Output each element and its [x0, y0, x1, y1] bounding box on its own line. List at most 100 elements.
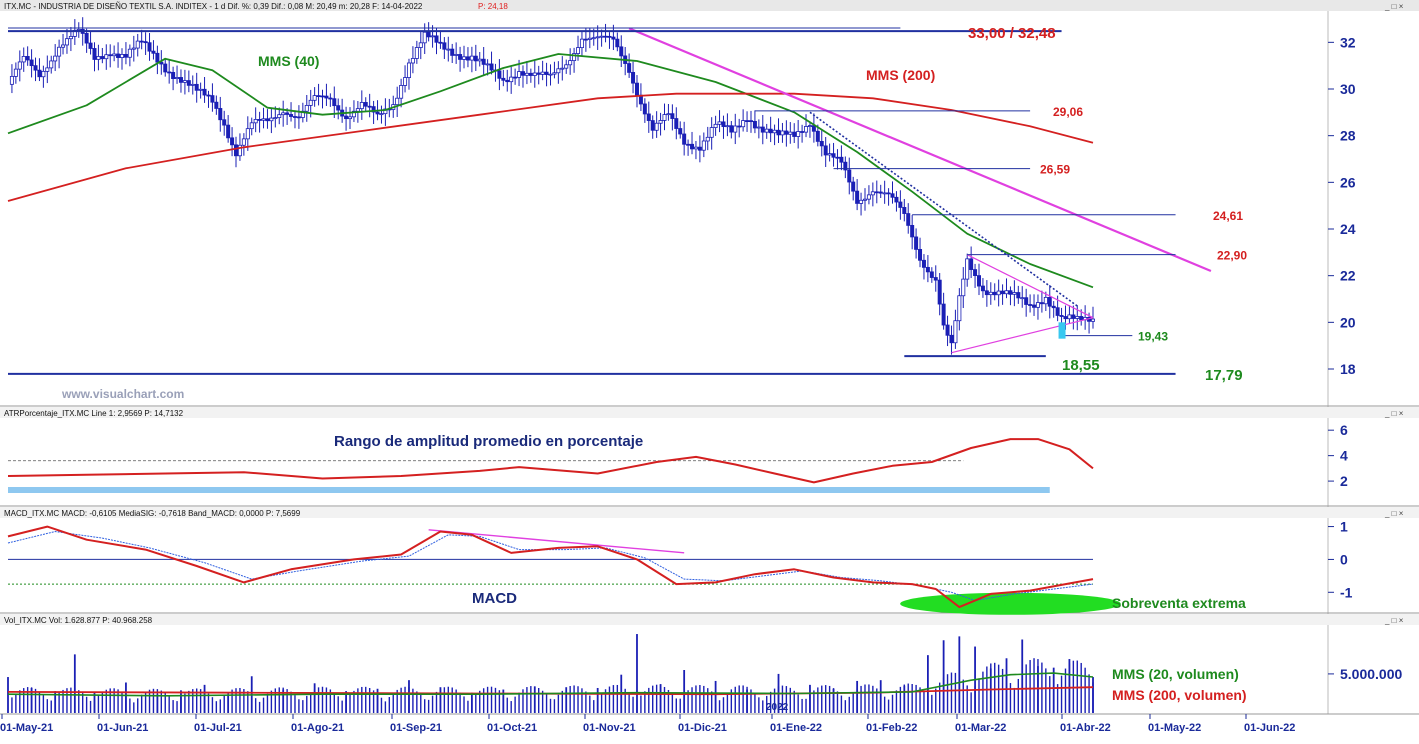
candle-body [748, 120, 753, 123]
price-y-tick-label: 24 [1340, 221, 1356, 237]
candle [623, 47, 628, 76]
candle-body [568, 60, 573, 66]
trendline-solid [628, 27, 1212, 273]
candle [414, 40, 419, 64]
candle [1004, 278, 1009, 299]
candle [230, 127, 235, 157]
candle-body [674, 118, 679, 129]
candle [603, 23, 608, 43]
candle [988, 282, 993, 305]
candle-body [320, 95, 325, 98]
candle-body [296, 116, 301, 119]
candle [894, 191, 899, 212]
candle [874, 180, 879, 204]
candle [804, 114, 809, 138]
candle [108, 44, 113, 68]
candle-body [359, 102, 364, 110]
candle-body [304, 105, 309, 112]
level-label: 18,55 [1062, 357, 1100, 374]
candle-body [540, 71, 545, 75]
price-y-tick-label: 20 [1340, 314, 1356, 330]
candle [631, 61, 636, 94]
candle-body [961, 278, 966, 297]
candle-body [159, 61, 164, 65]
atr-line [7, 438, 1094, 484]
candle-body [344, 115, 349, 120]
candle-body [784, 130, 789, 135]
candle [619, 35, 624, 68]
candle-body [870, 191, 875, 196]
candle-body [1071, 314, 1076, 319]
candle-body [202, 88, 207, 96]
candle-body [88, 42, 93, 49]
candle [898, 190, 903, 220]
candle-body [509, 76, 514, 83]
candle [957, 288, 962, 331]
candle [717, 110, 722, 133]
trendline-triangle-upper [966, 254, 1094, 319]
candle [312, 87, 317, 107]
candle [289, 102, 294, 122]
candle [670, 104, 675, 131]
candle-body [945, 324, 950, 336]
candle [611, 24, 616, 51]
candle [344, 106, 349, 131]
candle [33, 57, 38, 82]
x-tick-label: 01-Jun-21 [97, 722, 148, 734]
candle [123, 42, 128, 65]
candle-body [96, 56, 101, 60]
candle [556, 61, 561, 84]
candle-body [497, 70, 502, 79]
candle [548, 64, 553, 86]
candle [807, 121, 812, 138]
candle [745, 111, 750, 132]
candle-body [855, 190, 860, 204]
atr-y-tick-label: 6 [1340, 422, 1348, 438]
candle-body [363, 102, 368, 107]
candle-body [682, 133, 687, 145]
candle [1083, 305, 1088, 330]
candle-body [1075, 316, 1080, 319]
candle [811, 113, 816, 143]
candle-body [25, 56, 30, 61]
candle-body [878, 191, 883, 194]
candle-body [446, 48, 451, 51]
candle-body [450, 48, 455, 56]
candle [709, 117, 714, 150]
candle-body [992, 291, 997, 296]
candle [178, 69, 183, 93]
candle-body [328, 97, 333, 100]
candle-body [717, 121, 722, 125]
candle [933, 265, 938, 292]
candle [941, 292, 946, 330]
candle [513, 68, 518, 85]
candle [292, 110, 297, 129]
atr-window-controls[interactable]: _ □ × [1384, 409, 1404, 418]
candle-body [729, 125, 734, 133]
candle-body [403, 77, 408, 86]
candle-body [120, 54, 125, 58]
candle [560, 56, 565, 81]
candle [1016, 285, 1021, 304]
candle-body [823, 145, 828, 156]
candle [843, 156, 848, 179]
candle-body [914, 236, 919, 250]
price-window-controls[interactable]: _ □ × [1384, 2, 1404, 11]
x-tick-label: 01-Jun-22 [1244, 722, 1295, 734]
candle-body [218, 108, 223, 121]
candle [682, 121, 687, 156]
candle-body [741, 120, 746, 128]
volume-panel: 5.000.000 [7, 634, 1402, 713]
candle-body [395, 97, 400, 106]
macd-window-controls[interactable]: _ □ × [1384, 509, 1404, 518]
candle [949, 325, 954, 355]
candle-body [430, 35, 435, 38]
candle-body [175, 77, 180, 80]
candle-body [61, 44, 66, 48]
candle-body [615, 38, 620, 48]
trendline-triangle-lower [951, 317, 1094, 354]
candle [690, 131, 695, 155]
candle-body [21, 56, 26, 63]
volume-window-controls[interactable]: _ □ × [1384, 616, 1404, 625]
candle-body [249, 122, 254, 130]
